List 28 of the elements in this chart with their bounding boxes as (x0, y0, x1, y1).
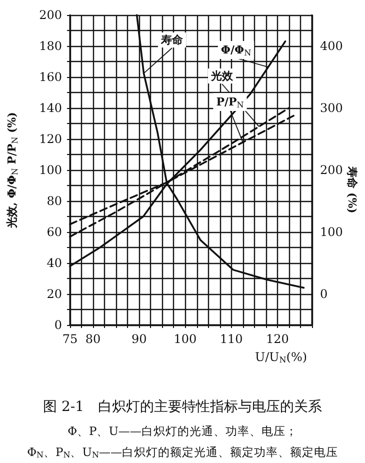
y2-tick-label: 200 (320, 163, 343, 177)
y2-tick-label: 100 (320, 225, 343, 239)
x-tick-label: 120 (266, 332, 289, 346)
y-axis-title: 光效, Φ/ΦN P/PN (%) (6, 112, 20, 229)
text: 光效 (210, 70, 234, 82)
x-tick-label: 75 (62, 332, 78, 346)
x-tick-label: 90 (132, 332, 147, 346)
y-tick-label: 100 (39, 163, 62, 177)
x-tick-label: 80 (85, 332, 101, 346)
series-label: 寿命 (160, 34, 184, 46)
y-tick-label: 140 (39, 101, 62, 115)
y-tick-label: 60 (46, 225, 62, 239)
y-tick-label: 20 (46, 287, 62, 301)
y2-tick-label: 300 (320, 101, 343, 115)
text: 图 2-1 白炽灯的主要特性指标与电压的关系 (43, 399, 322, 415)
y-tick-label: 40 (46, 256, 62, 270)
y2-axis-title: 寿命 (%) (346, 166, 358, 214)
y2-tick-label: 400 (320, 39, 343, 53)
y-tick-label: 180 (39, 39, 62, 53)
y-tick-label: 160 (39, 70, 62, 84)
y-tick-label: 120 (39, 132, 62, 146)
y2-tick-label: 0 (320, 287, 328, 301)
y-tick-label: 200 (39, 8, 62, 22)
y-tick-label: 0 (54, 318, 62, 332)
y-tick-label: 80 (46, 194, 62, 208)
x-tick-label: 110 (220, 332, 243, 346)
x-tick-label: 100 (174, 332, 197, 346)
text: Φ、P、U——白炽灯的光通、功率、电压； (68, 424, 298, 438)
